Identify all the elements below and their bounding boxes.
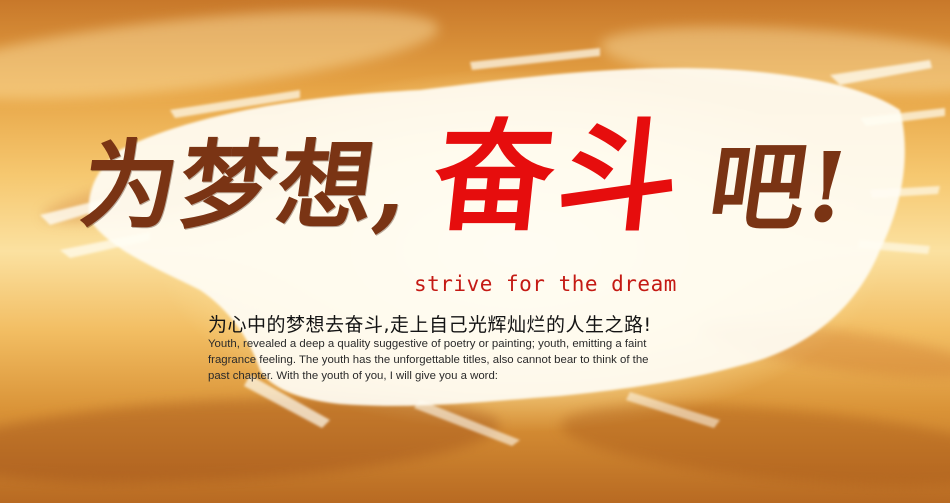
english-tagline: strive for the dream — [414, 272, 677, 296]
body-line: past chapter. With the youth of you, I w… — [208, 370, 498, 382]
body-line: Youth, revealed a deep a quality suggest… — [208, 338, 647, 350]
headline-part-brown-end: 吧! — [702, 131, 857, 244]
headline-part-brown: 为梦想, — [74, 129, 420, 242]
body-line: fragrance feeling. The youth has the unf… — [208, 354, 649, 366]
body-paragraph: Youth, revealed a deep a quality suggest… — [208, 336, 698, 384]
headline: 为梦想, 奋斗 吧! — [74, 107, 882, 268]
chinese-subtitle: 为心中的梦想去奋斗,走上自己光辉灿烂的人生之路! — [208, 314, 652, 336]
headline-part-red: 奋斗 — [426, 107, 690, 248]
